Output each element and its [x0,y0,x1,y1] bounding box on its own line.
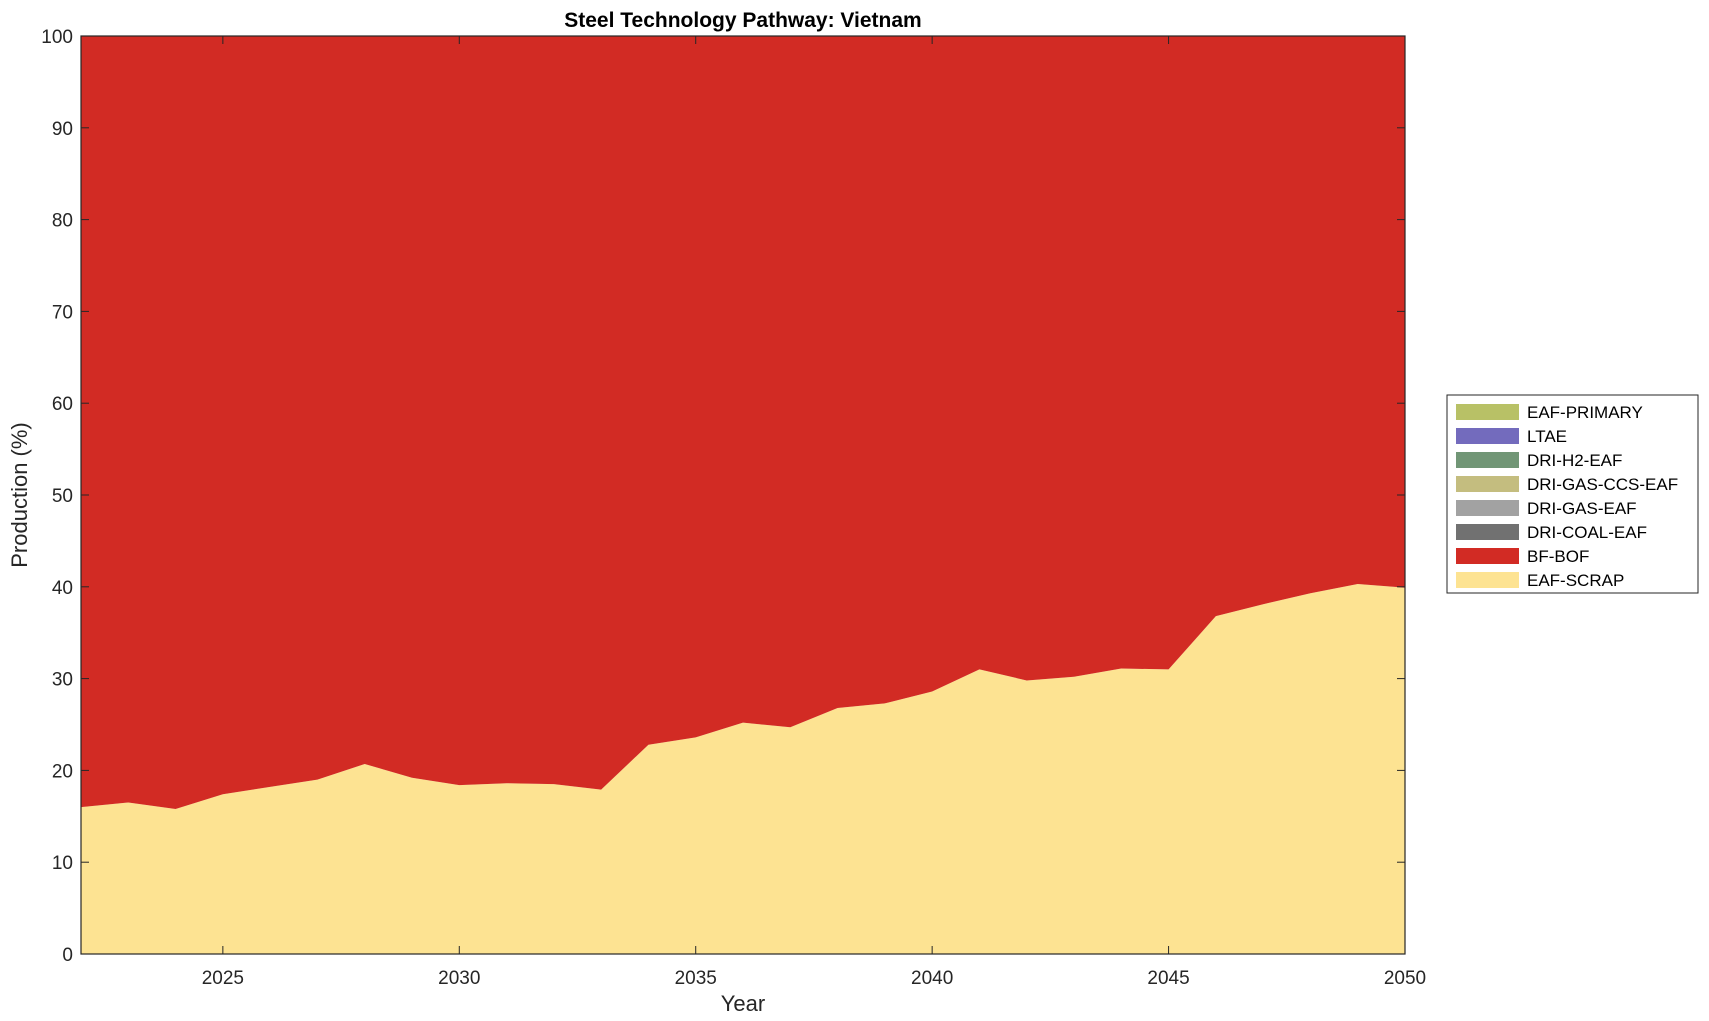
legend-swatch-dri-coal-eaf [1456,524,1519,540]
legend-swatch-ltae [1456,428,1519,444]
y-tick-label: 70 [52,302,73,323]
area-bf-bof [81,36,1405,809]
legend-label-eaf-scrap: EAF-SCRAP [1527,571,1624,590]
x-axis-title: Year [721,991,765,1016]
y-tick-label: 100 [41,27,73,48]
legend-label-ltae: LTAE [1527,427,1567,446]
legend-label-dri-gas-ccs-eaf: DRI-GAS-CCS-EAF [1527,475,1678,494]
y-tick-label: 80 [52,211,73,232]
area-eaf-scrap [81,584,1405,954]
legend-label-dri-gas-eaf: DRI-GAS-EAF [1527,499,1637,518]
legend-label-eaf-primary: EAF-PRIMARY [1527,403,1643,422]
y-tick-label: 0 [62,945,73,966]
y-tick-label: 20 [52,761,73,782]
legend-swatch-dri-gas-ccs-eaf [1456,476,1519,492]
y-tick-label: 50 [52,486,73,507]
y-tick-label: 10 [52,853,73,874]
x-tick-label: 2030 [438,968,480,989]
legend-label-dri-h2-eaf: DRI-H2-EAF [1527,451,1622,470]
x-tick-label: 2025 [202,968,244,989]
legend-swatch-eaf-scrap [1456,572,1519,588]
areas-layer [81,36,1405,954]
chart-title: Steel Technology Pathway: Vietnam [564,9,921,32]
legend-swatch-dri-h2-eaf [1456,452,1519,468]
legend-swatch-eaf-primary [1456,404,1519,420]
y-tick-label: 40 [52,578,73,599]
x-tick-label: 2035 [675,968,717,989]
y-tick-label: 90 [52,119,73,140]
legend-label-bf-bof: BF-BOF [1527,547,1589,566]
y-tick-label: 60 [52,394,73,415]
y-tick-label: 30 [52,670,73,691]
legend: EAF-PRIMARY LTAE DRI-H2-EAF DRI-GAS-CCS-EAF… [1446,394,1699,594]
ticks-layer: 2025 2030 2035 2040 2045 20500102030405060708… [41,27,1426,989]
x-tick-label: 2050 [1384,968,1426,989]
x-tick-label: 2040 [911,968,953,989]
legend-swatch-dri-gas-eaf [1456,500,1519,516]
legend-items: EAF-PRIMARY LTAE DRI-H2-EAF DRI-GAS-CCS-EAF… [1456,403,1678,590]
legend-swatch-bf-bof [1456,548,1519,564]
y-axis-title: Production (%) [7,422,32,568]
legend-label-dri-coal-eaf: DRI-COAL-EAF [1527,523,1647,542]
x-tick-label: 2045 [1147,968,1189,989]
